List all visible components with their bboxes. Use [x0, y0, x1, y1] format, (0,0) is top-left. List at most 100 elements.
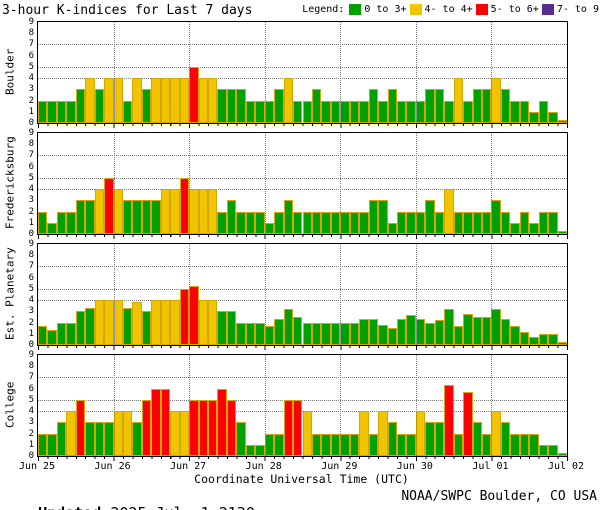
k-index-bar — [396, 211, 407, 234]
x-axis-tick-marks — [38, 235, 568, 239]
k-index-bar — [38, 433, 48, 456]
k-index-bar — [538, 211, 549, 234]
k-index-bar — [396, 433, 407, 456]
y-tick-label: 9 — [28, 350, 34, 360]
k-index-bar — [151, 200, 161, 234]
k-index-bar — [198, 300, 209, 345]
k-index-bar — [472, 211, 482, 234]
panel-fredericksburg — [37, 132, 568, 235]
y-tick-label: 4 — [28, 184, 34, 195]
k-index-bar — [302, 100, 312, 123]
k-index-bar — [255, 100, 265, 123]
day-gridline — [491, 133, 493, 234]
legend-item-label: 4- to 4+ — [424, 4, 473, 15]
y-tick-label: 2 — [28, 206, 34, 217]
k-index-bar — [557, 119, 567, 123]
k-index-bar — [387, 422, 397, 456]
k-index-bar — [141, 200, 152, 234]
k-index-bar — [75, 311, 86, 345]
k-index-bar — [378, 200, 388, 234]
k-index-bar — [519, 211, 530, 234]
k-index-bar — [293, 316, 303, 345]
day-gridline — [415, 244, 417, 345]
k-index-bar — [160, 300, 171, 345]
legend: Legend: 0 to 3+ 4- to 4+ 5- to 6+ 7- to 9 — [302, 4, 599, 15]
x-tick-label: Jun 25 — [18, 461, 56, 472]
k-index-bar — [500, 211, 511, 234]
k-index-bar — [387, 89, 397, 123]
legend-item-yellow: 4- to 4+ — [409, 4, 473, 15]
station-label-boulder: Boulder — [3, 48, 17, 95]
legend-item-label: 7- to 9 — [556, 4, 599, 15]
day-gridline — [491, 22, 493, 123]
k-index-bar — [189, 66, 199, 123]
k-index-bar — [481, 89, 492, 123]
k-index-bar — [500, 422, 511, 456]
k-index-bar — [491, 411, 501, 456]
k-index-bar — [47, 222, 57, 234]
k-index-bar — [274, 89, 284, 123]
y-tick-label: 7 — [28, 39, 34, 50]
panel-est-planetary — [37, 243, 568, 346]
y-tick-label: 7 — [28, 150, 34, 161]
k-index-bar — [179, 411, 190, 456]
threshold-gridline-k7 — [38, 266, 567, 268]
k-index-bar — [236, 322, 246, 345]
k-index-bar — [396, 319, 407, 345]
k-index-bar — [217, 211, 227, 234]
k-index-bar — [368, 200, 379, 234]
k-index-bar — [255, 444, 265, 456]
k-index-bar — [557, 341, 567, 345]
k-index-bar — [368, 319, 379, 345]
k-index-bar — [198, 399, 209, 456]
k-index-bar — [302, 322, 312, 345]
day-gridline — [113, 355, 115, 456]
k-index-bar — [321, 211, 331, 234]
threshold-gridline-k5 — [38, 288, 567, 290]
k-index-bar — [113, 189, 123, 234]
x-tick-label: Jul 01 — [472, 461, 509, 472]
k-index-bar — [406, 433, 416, 456]
k-index-bar — [368, 433, 379, 456]
k-index-bar — [132, 78, 142, 123]
k-index-bar — [236, 89, 246, 123]
x-tick-label: Jun 30 — [396, 461, 433, 472]
k-index-bar — [217, 89, 227, 123]
k-index-bar — [321, 100, 331, 123]
y-tick-label: 6 — [28, 383, 34, 394]
station-label-est-planetary: Est. Planetary — [3, 247, 17, 340]
k-index-bar — [75, 89, 86, 123]
k-index-bar — [94, 189, 105, 234]
y-tick-label: 3 — [28, 84, 34, 95]
k-index-bar — [94, 422, 105, 456]
k-index-bar — [283, 399, 294, 456]
k-index-bar — [434, 89, 445, 123]
k-index-bar — [38, 100, 48, 123]
day-gridline — [189, 22, 191, 123]
k-index-bar — [463, 313, 473, 345]
threshold-gridline-k4 — [38, 78, 567, 80]
k-index-bar — [378, 100, 388, 123]
x-tick-label: Jul 02 — [547, 461, 585, 472]
k-index-bar — [85, 78, 95, 123]
k-index-bar — [311, 433, 322, 456]
k-index-bar — [189, 399, 199, 456]
panel-boulder — [37, 21, 568, 124]
k-index-bar — [330, 100, 341, 123]
k-index-bar — [529, 222, 539, 234]
k-index-bar — [293, 100, 303, 123]
y-tick-label: 8 — [28, 139, 34, 150]
k-index-bar — [321, 322, 331, 345]
y-tick-label: 7 — [28, 372, 34, 383]
k-index-bar — [226, 311, 237, 345]
k-index-bar — [141, 311, 152, 345]
y-tick-label: 1 — [28, 106, 34, 117]
station-label-college: College — [3, 381, 17, 428]
k-index-bar — [236, 211, 246, 234]
y-tick-label: 0 — [28, 340, 34, 350]
k-index-bar — [293, 211, 303, 234]
k-index-bar — [538, 333, 549, 345]
k-index-bar — [85, 200, 95, 234]
k-index-bar — [529, 433, 539, 456]
k-index-bar — [481, 433, 492, 456]
